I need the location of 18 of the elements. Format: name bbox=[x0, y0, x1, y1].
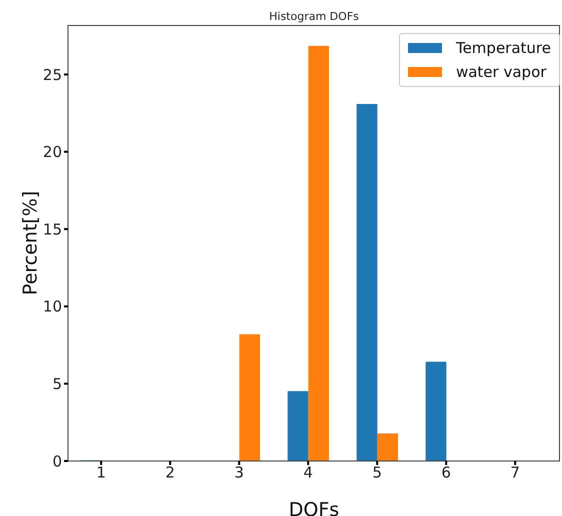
y-tick-label: 15 bbox=[42, 220, 62, 238]
y-tick-label: 5 bbox=[52, 375, 62, 394]
x-tick-label: 4 bbox=[303, 464, 313, 482]
y-tick-label: 0 bbox=[52, 452, 62, 470]
y-tick-label: 20 bbox=[42, 143, 62, 162]
chart-title: Histogram DOFs bbox=[269, 10, 360, 23]
legend-label: water vapor bbox=[456, 62, 546, 83]
legend-label: Temperature bbox=[456, 38, 551, 59]
y-tick-label: 10 bbox=[42, 298, 62, 316]
x-tick-label: 3 bbox=[234, 464, 244, 482]
x-axis-title: DOFs bbox=[288, 499, 340, 516]
x-tick-label: 7 bbox=[510, 464, 520, 482]
x-tick-label: 2 bbox=[165, 464, 175, 482]
x-tick-label: 5 bbox=[372, 464, 382, 482]
x-tick-label: 6 bbox=[441, 464, 451, 482]
y-axis-title: Percent[%] bbox=[20, 190, 42, 296]
y-tick-label: 25 bbox=[42, 66, 62, 84]
x-tick-label: 1 bbox=[96, 464, 106, 482]
